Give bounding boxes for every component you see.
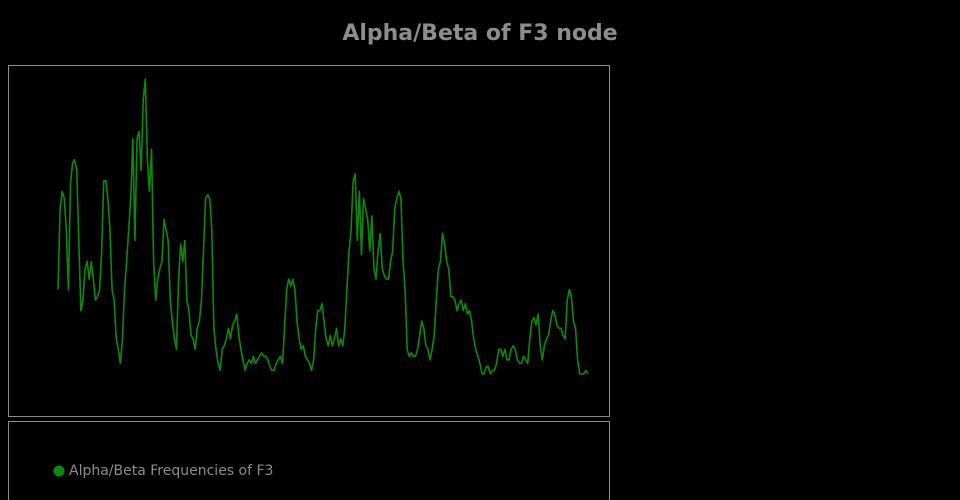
plot-frame <box>8 65 610 417</box>
chart-title: Alpha/Beta of F3 node <box>342 21 617 46</box>
legend-marker <box>53 465 65 477</box>
legend-label: Alpha/Beta Frequencies of F3 <box>69 463 273 479</box>
data-line <box>57 78 589 375</box>
legend-frame <box>8 421 610 500</box>
